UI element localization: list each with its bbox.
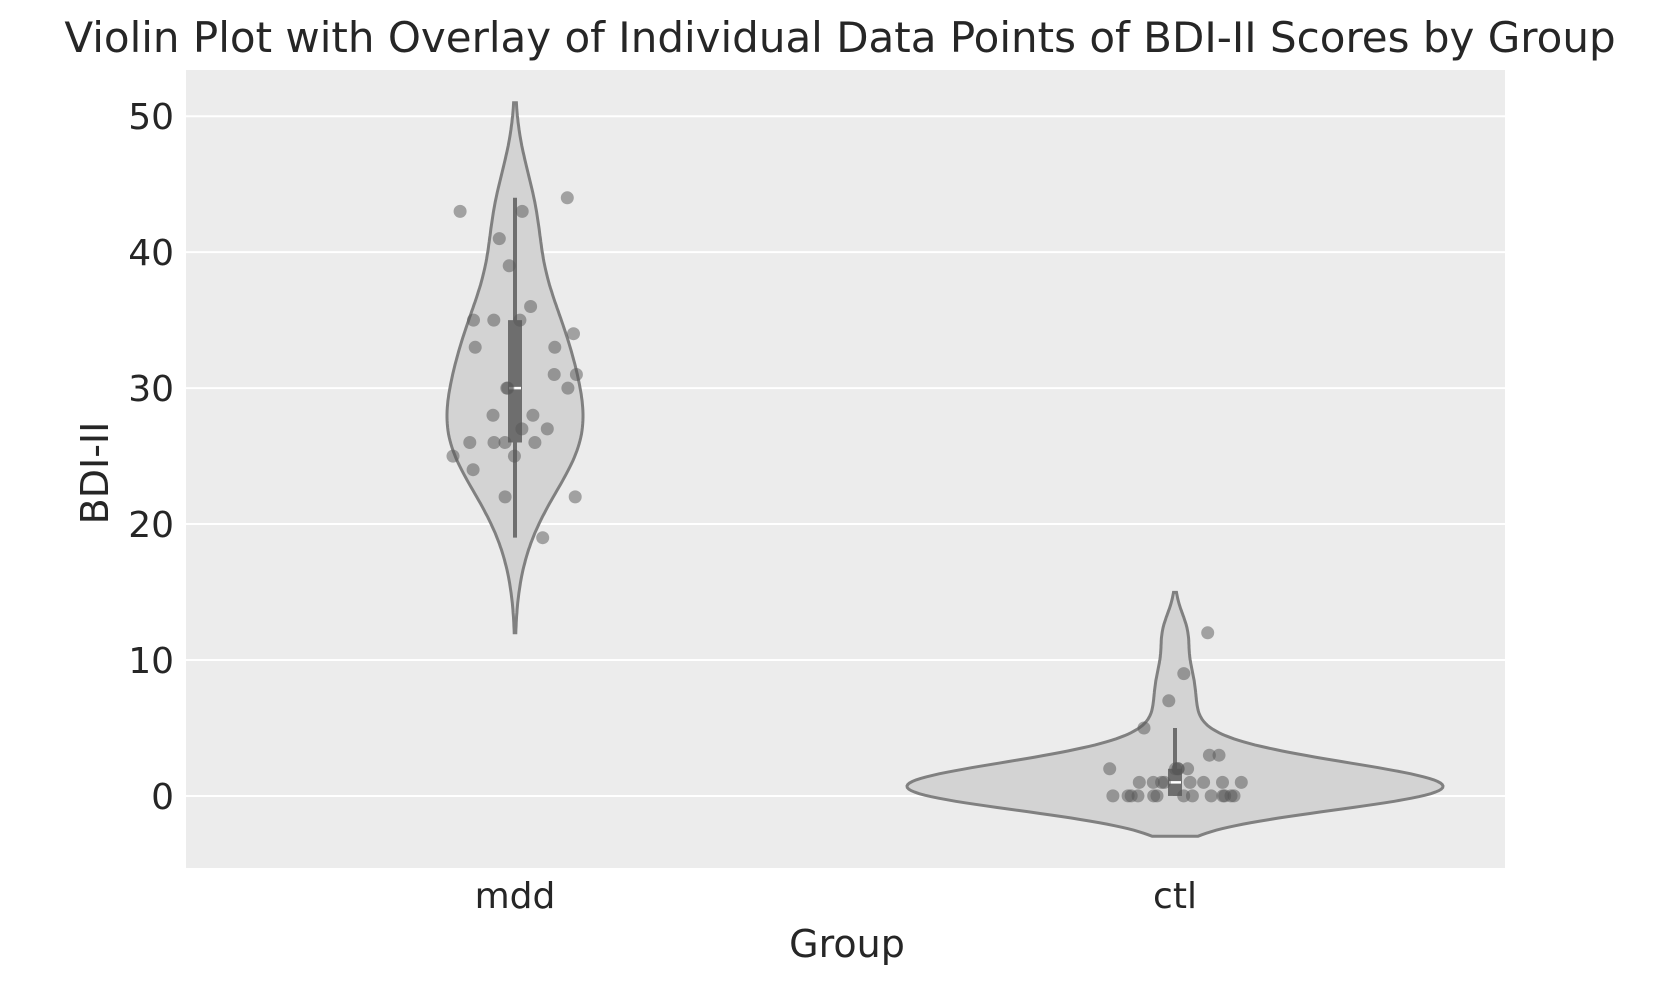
data-point: [1204, 789, 1218, 803]
data-point: [569, 368, 583, 381]
x-tick-labels: mdd ctl: [475, 876, 1197, 917]
data-point: [1137, 721, 1151, 735]
data-point: [1171, 762, 1185, 776]
data-point: [1162, 694, 1176, 708]
data-point: [468, 340, 482, 354]
data-points: [446, 191, 1248, 803]
x-axis-label: Group: [789, 922, 905, 966]
data-point: [1216, 775, 1229, 789]
data-point: [502, 259, 516, 273]
data-point: [1177, 667, 1191, 681]
x-tick-label: mdd: [475, 876, 556, 917]
box-mdd: [508, 320, 522, 443]
data-point: [466, 463, 480, 477]
y-tick-label: 50: [128, 97, 174, 138]
data-point: [540, 422, 554, 436]
data-point: [1132, 775, 1146, 789]
data-point: [463, 436, 477, 449]
y-tick-label: 20: [128, 505, 174, 546]
data-point: [487, 436, 501, 449]
data-point: [1234, 775, 1248, 789]
data-point: [498, 436, 512, 449]
plot-area: [186, 70, 1505, 868]
data-point: [446, 449, 460, 463]
data-point: [1177, 789, 1191, 803]
data-point: [1212, 748, 1226, 762]
data-point: [1150, 789, 1164, 803]
data-point: [568, 490, 582, 504]
box-plots: [508, 197, 1182, 796]
data-point: [1106, 789, 1120, 803]
y-tick-label: 40: [128, 233, 174, 274]
data-point: [1181, 762, 1195, 776]
data-point: [1202, 748, 1216, 762]
data-point: [507, 449, 521, 463]
data-point: [487, 313, 501, 327]
data-point: [548, 340, 562, 354]
x-tick-label: ctl: [1153, 876, 1197, 917]
data-point: [561, 381, 575, 395]
y-tick-label: 0: [151, 777, 174, 818]
data-point: [1183, 775, 1197, 789]
data-point: [515, 422, 529, 436]
data-point: [486, 408, 500, 422]
data-point: [1146, 775, 1160, 789]
data-point: [1201, 626, 1215, 640]
data-point: [498, 490, 512, 504]
data-point: [453, 204, 467, 218]
data-point: [492, 232, 506, 246]
data-point: [536, 531, 550, 545]
data-point: [515, 204, 529, 218]
y-tick-label: 10: [128, 641, 174, 682]
data-point: [1224, 789, 1238, 803]
chart-title: Violin Plot with Overlay of Individual D…: [64, 13, 1615, 62]
violin-ctl: [905, 590, 1445, 838]
data-point: [560, 191, 574, 205]
data-point: [526, 408, 540, 422]
data-point: [528, 436, 542, 449]
data-point: [1197, 775, 1211, 789]
grid-lines: [186, 115, 1505, 797]
data-point: [1157, 775, 1171, 789]
data-point: [567, 327, 580, 341]
data-point: [513, 313, 527, 327]
y-axis-label: BDI-II: [73, 422, 117, 525]
data-point: [467, 313, 480, 327]
data-point: [547, 368, 561, 381]
y-tick-labels: 0 10 20 30 40 50: [128, 97, 174, 818]
data-point: [1103, 762, 1117, 776]
y-tick-label: 30: [128, 369, 174, 410]
data-point: [524, 300, 538, 313]
data-point: [1124, 789, 1138, 803]
data-point: [500, 381, 514, 395]
